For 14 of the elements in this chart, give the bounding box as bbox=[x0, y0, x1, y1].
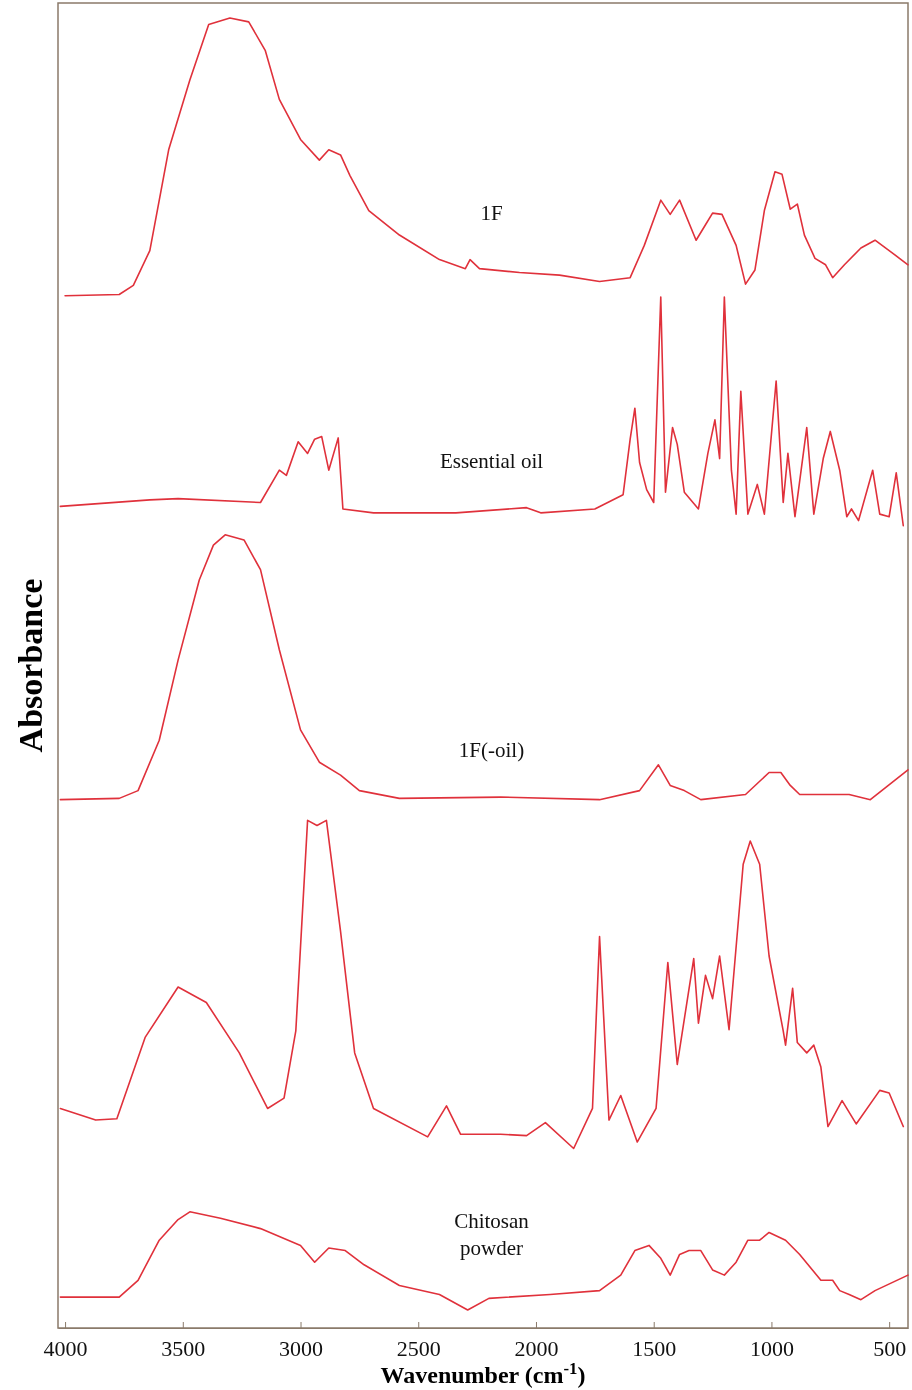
x-tick-label: 2000 bbox=[514, 1335, 559, 1361]
x-axis-title: Wavenumber (cm$^{-1}$) bbox=[380, 1358, 586, 1388]
y-axis-title: Absorbance bbox=[12, 578, 49, 753]
x-tick-label: 500 bbox=[873, 1335, 907, 1361]
x-tick-label: 4000 bbox=[43, 1335, 88, 1361]
series-label: 1F(-oil) bbox=[458, 738, 525, 763]
x-tick-label: 1500 bbox=[632, 1335, 677, 1361]
series-label: Essential oil bbox=[439, 448, 544, 473]
x-tick-label: 3000 bbox=[279, 1335, 324, 1361]
x-tick-label: 1000 bbox=[749, 1335, 794, 1361]
x-tick-label: 2500 bbox=[396, 1335, 441, 1361]
series-label: Chitosan powder bbox=[454, 1209, 530, 1260]
x-tick-label: 3500 bbox=[161, 1335, 206, 1361]
series-label: 1F bbox=[480, 200, 503, 225]
